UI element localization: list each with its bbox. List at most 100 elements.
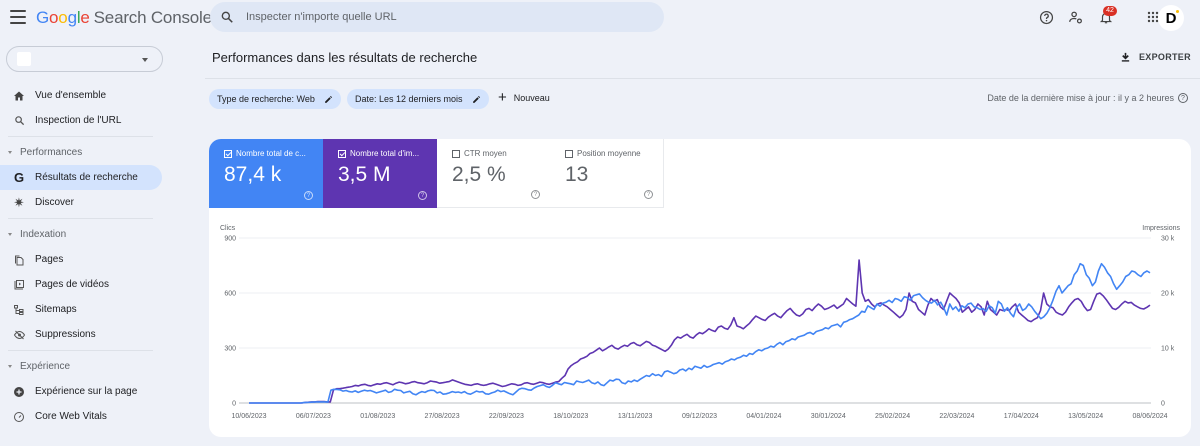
- help-button[interactable]: [1037, 8, 1055, 26]
- svg-text:30 k: 30 k: [1161, 236, 1175, 243]
- help-icon: [1039, 10, 1053, 24]
- notification-count-badge: 42: [1103, 6, 1117, 16]
- sidebar-section-experience[interactable]: Expérience: [0, 354, 170, 379]
- account-avatar[interactable]: D: [1158, 5, 1184, 31]
- sidebar-item-core-web-vitals[interactable]: Core Web Vitals: [0, 404, 170, 429]
- sidebar-item-label: Inspection de l'URL: [35, 115, 122, 126]
- svg-text:13/11/2023: 13/11/2023: [618, 413, 653, 420]
- metric-total-clicks[interactable]: Nombre total de c... 87,4 k ?: [209, 139, 323, 208]
- logo-letter: o: [49, 8, 59, 27]
- sidebar-item-label: Expérience sur la page: [35, 386, 138, 397]
- discover-icon: ✷: [13, 194, 25, 210]
- video-pages-icon: [12, 278, 26, 292]
- filter-chip-search-type[interactable]: Type de recherche: Web: [209, 89, 341, 109]
- property-selector[interactable]: [6, 46, 163, 72]
- checkbox-checked-icon[interactable]: [338, 149, 346, 158]
- sidebar-section-performance[interactable]: Performances: [0, 140, 170, 165]
- url-search-input[interactable]: [246, 11, 626, 23]
- google-g-icon: G: [13, 170, 25, 185]
- sidebar-item-sitemaps[interactable]: Sitemaps: [0, 297, 170, 322]
- property-favicon: [17, 52, 31, 66]
- manage-users-button[interactable]: [1067, 8, 1085, 26]
- filter-chip-date[interactable]: Date: Les 12 derniers mois: [347, 89, 489, 109]
- sidebar-divider: [8, 136, 153, 137]
- collapse-icon: [8, 365, 12, 368]
- svg-text:01/08/2023: 01/08/2023: [360, 413, 395, 420]
- url-inspection-search[interactable]: [210, 2, 664, 32]
- menu-bar: [10, 16, 26, 18]
- sidebar-item-removals[interactable]: Suppressions: [0, 322, 170, 347]
- sidebar-item-pages[interactable]: Pages: [0, 247, 170, 272]
- right-axis-ticks: 0 10 k 20 k 30 k: [1161, 236, 1175, 408]
- metric-average-position[interactable]: Position moyenne 13 ?: [550, 139, 664, 208]
- apps-grid-icon: [1147, 11, 1159, 23]
- sidebar-item-search-results[interactable]: G Résultats de recherche: [0, 165, 162, 190]
- plus-icon: +: [498, 89, 507, 106]
- filter-chip-label: Date: Les 12 derniers mois: [355, 94, 463, 104]
- svg-text:22/03/2024: 22/03/2024: [939, 413, 974, 420]
- svg-text:10 k: 10 k: [1161, 346, 1175, 353]
- chevron-down-icon: [142, 58, 148, 62]
- metric-average-ctr[interactable]: CTR moyen 2,5 % ?: [437, 139, 551, 208]
- home-icon: [12, 89, 26, 103]
- svg-text:300: 300: [224, 346, 236, 353]
- help-icon[interactable]: ?: [1178, 93, 1188, 103]
- logo-letter: l: [76, 8, 81, 27]
- performance-line-chart[interactable]: Clics Impressions 0 300 600 900 0 10 k 20 k 30…: [209, 219, 1191, 429]
- right-axis-title: Impressions: [1142, 225, 1180, 232]
- sidebar-item-label: Core Web Vitals: [35, 411, 107, 422]
- sidebar-item-video-pages[interactable]: Pages de vidéos: [0, 272, 170, 297]
- checkbox-unchecked-icon[interactable]: [565, 149, 573, 158]
- chart-gridlines: [239, 237, 1151, 404]
- checkbox-checked-icon[interactable]: [224, 149, 232, 158]
- left-axis-ticks: 0 300 600 900: [224, 236, 236, 408]
- sidebar-item-url-inspection[interactable]: Inspection de l'URL: [0, 108, 170, 133]
- svg-text:09/12/2023: 09/12/2023: [682, 413, 717, 420]
- last-update-text: Date de la dernière mise à jour : il y a…: [987, 93, 1174, 103]
- performance-card: Nombre total de c... 87,4 k ? Nombre tot…: [209, 139, 1191, 437]
- add-filter-button[interactable]: + Nouveau: [498, 89, 550, 106]
- last-update-info: Date de la dernière mise à jour : il y a…: [987, 93, 1188, 103]
- sidebar-item-discover[interactable]: ✷ Discover: [0, 190, 170, 215]
- export-label: EXPORTER: [1139, 52, 1191, 62]
- sidebar-item-overview[interactable]: Vue d'ensemble: [0, 83, 170, 108]
- clicks-line: [249, 262, 1151, 404]
- svg-text:13/05/2024: 13/05/2024: [1068, 413, 1103, 420]
- apps-button[interactable]: [1144, 8, 1162, 26]
- metric-value: 2,5 %: [452, 163, 506, 186]
- help-icon[interactable]: ?: [304, 191, 313, 200]
- help-icon[interactable]: ?: [531, 190, 540, 199]
- section-label: Indexation: [20, 229, 67, 240]
- svg-text:22/09/2023: 22/09/2023: [489, 413, 524, 420]
- section-label: Expérience: [20, 361, 71, 372]
- sidebar-item-label: Suppressions: [35, 329, 96, 340]
- export-button[interactable]: EXPORTER: [1120, 51, 1191, 63]
- sidebar-section-indexing[interactable]: Indexation: [0, 222, 170, 247]
- filter-chip-label: Type de recherche: Web: [217, 94, 315, 104]
- svg-text:27/08/2023: 27/08/2023: [425, 413, 460, 420]
- checkbox-unchecked-icon[interactable]: [452, 149, 460, 158]
- help-icon[interactable]: ?: [644, 190, 653, 199]
- manage-users-icon: [1069, 11, 1082, 23]
- svg-text:06/07/2023: 06/07/2023: [296, 413, 331, 420]
- metric-label: Position moyenne: [577, 149, 641, 158]
- metric-label: Nombre total de c...: [236, 149, 306, 158]
- menu-bar: [10, 10, 26, 12]
- app-logo[interactable]: Google Search Console: [36, 8, 212, 28]
- main-menu-button[interactable]: [10, 10, 26, 24]
- help-icon[interactable]: ?: [418, 191, 427, 200]
- sidebar-item-page-experience[interactable]: Expérience sur la page: [0, 379, 170, 404]
- page-experience-icon: [12, 385, 26, 399]
- section-label: Performances: [20, 147, 83, 158]
- svg-text:04/01/2024: 04/01/2024: [746, 413, 781, 420]
- left-axis-title: Clics: [220, 225, 236, 232]
- metric-total-impressions[interactable]: Nombre total d'im... 3,5 M ?: [323, 139, 437, 208]
- add-filter-label: Nouveau: [513, 93, 550, 103]
- svg-text:10/06/2023: 10/06/2023: [231, 413, 266, 420]
- sidebar-item-label: Discover: [35, 197, 74, 208]
- svg-text:25/02/2024: 25/02/2024: [875, 413, 910, 420]
- header-divider: [205, 78, 1200, 79]
- sidebar-item-label: Pages: [35, 254, 64, 265]
- svg-text:900: 900: [224, 236, 236, 243]
- metric-value: 13: [565, 163, 589, 186]
